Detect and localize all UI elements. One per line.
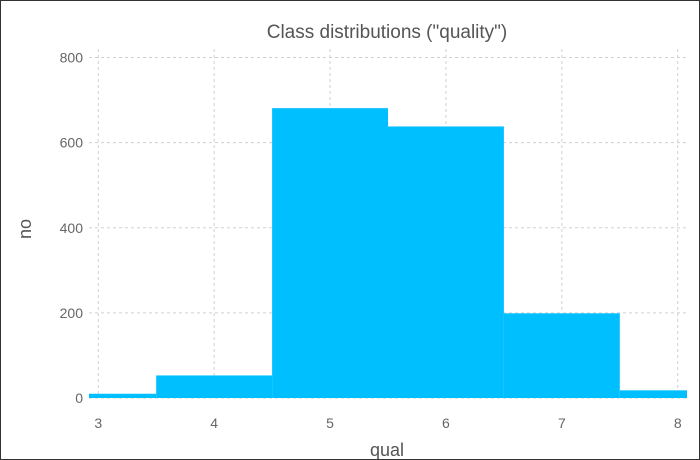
x-tick-label-3: 3 [94,415,102,431]
bar-6 [388,126,504,399]
bar-8 [619,390,687,398]
y-axis-label: no [15,219,35,239]
x-axis-ticks: 3 4 5 6 7 8 [94,415,681,431]
bar-3 [89,393,157,398]
x-tick-label-6: 6 [442,415,450,431]
x-axis-label: qual [370,440,404,459]
y-tick-label-400: 400 [60,220,84,236]
y-tick-label-0: 0 [75,390,83,406]
y-axis-ticks: 0 200 400 600 800 [60,50,84,406]
bar-5 [272,108,388,398]
x-tick-label-5: 5 [326,415,334,431]
x-tick-label-7: 7 [558,415,566,431]
bar-7 [503,313,620,398]
y-tick-label-200: 200 [60,305,84,321]
chart-title: Class distributions ("quality") [267,22,508,43]
y-tick-label-600: 600 [60,135,84,151]
y-tick-label-800: 800 [60,50,84,66]
bars [89,108,687,399]
x-tick-label-4: 4 [210,415,218,431]
x-tick-label-8: 8 [674,415,682,431]
bar-4 [156,375,273,398]
